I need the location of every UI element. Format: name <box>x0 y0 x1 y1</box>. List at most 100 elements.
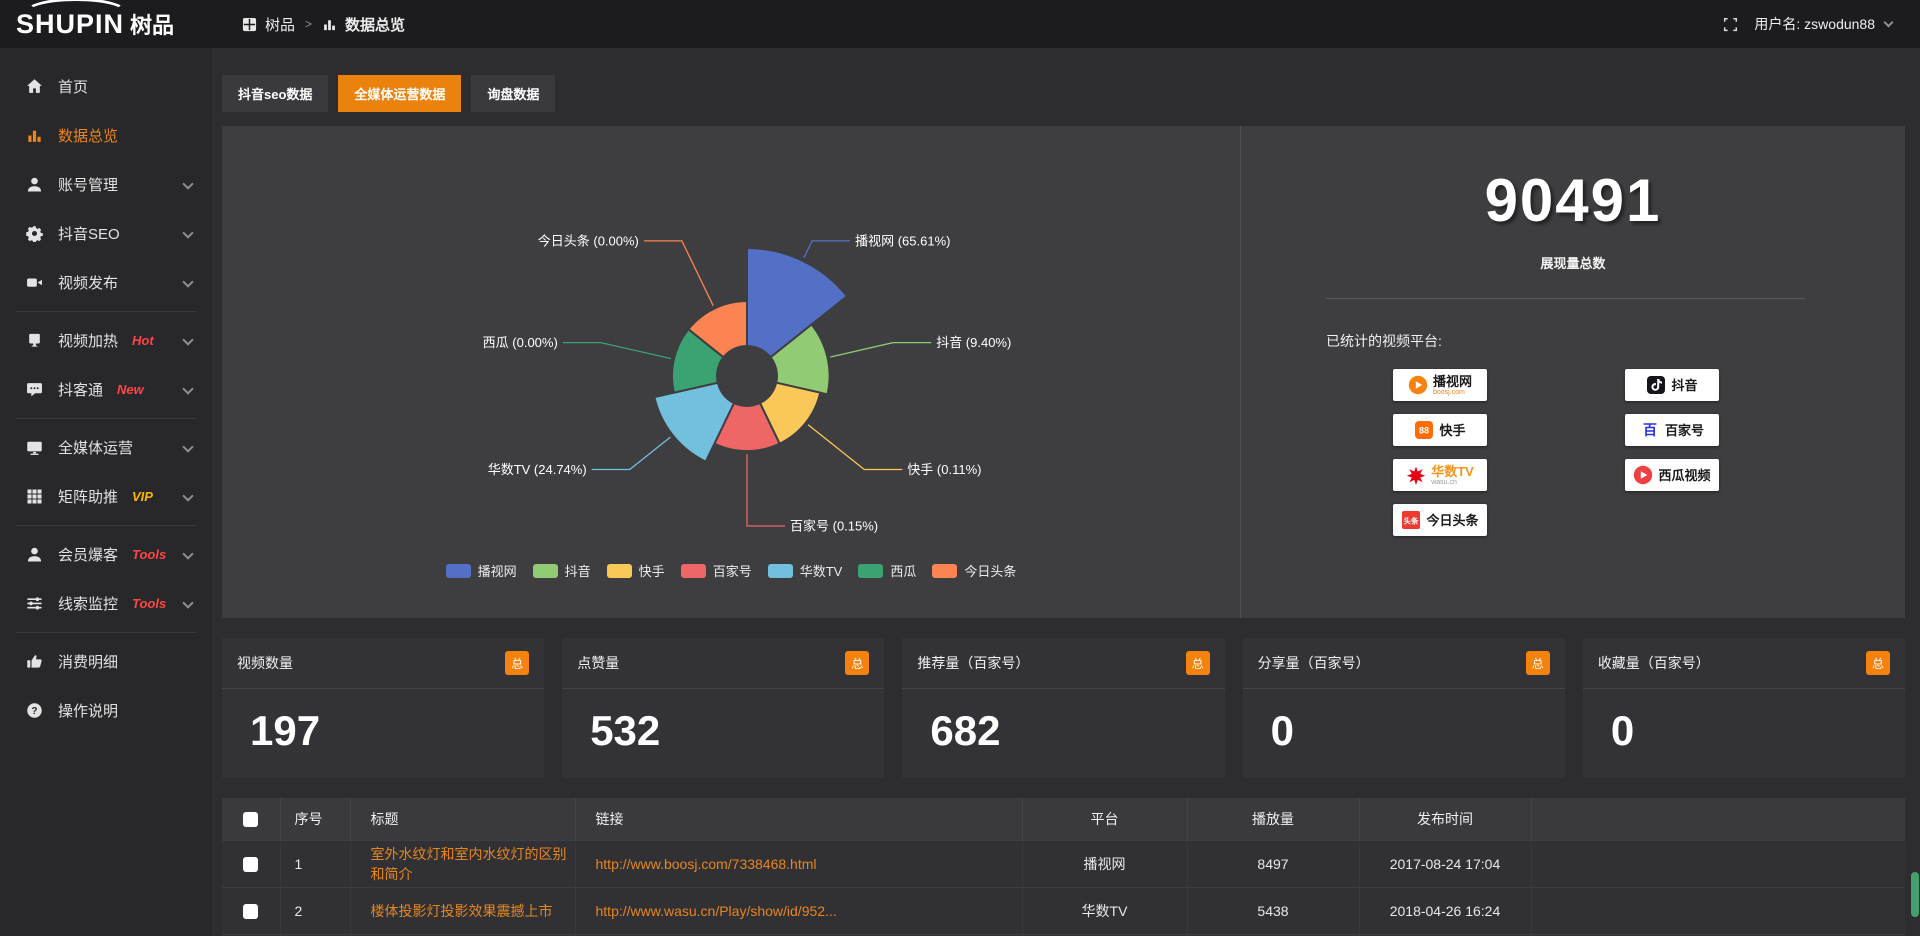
stat-card-3: 分享量（百家号） 总 0 <box>1242 638 1565 778</box>
stat-card-1: 点赞量 总 532 <box>562 638 885 778</box>
legend-item-1[interactable]: 抖音 <box>532 561 591 580</box>
logo-text-cn: 树品 <box>130 13 175 39</box>
chevron-down-icon <box>182 177 194 190</box>
cell-title: 楼体投影灯投影效果震撼上市 <box>350 886 576 934</box>
sidebar-item-account[interactable]: 账号管理 <box>0 160 212 209</box>
legend-label: 抖音 <box>564 564 591 579</box>
total-badge: 总 <box>1185 651 1210 675</box>
pie-label-leader <box>643 240 714 306</box>
platforms-column: 抖音百百家号 西瓜视频 <box>1625 369 1719 536</box>
pie-slice-6[interactable] <box>686 299 748 359</box>
platform-badge-boosj: 播视网 boosj.com <box>1393 369 1487 401</box>
platform-badge-toutiao: 头条 今日头条 <box>1393 504 1487 536</box>
sidebar-item-label: 视频发布 <box>58 275 119 292</box>
pie-label-leader <box>803 240 851 259</box>
pie-label-leader <box>746 454 785 527</box>
pie-slice-1[interactable] <box>769 323 831 396</box>
sidebar-divider <box>16 311 196 312</box>
pie-slice-4[interactable] <box>653 381 736 463</box>
main-content: 抖音seo数据 全媒体运营数据 询盘数据 播视网 (65.61%) 抖音 (9.40%… <box>212 48 1920 936</box>
sidebar-item-member[interactable]: 会员爆客 Tools <box>0 530 212 579</box>
legend-swatch <box>932 563 958 578</box>
header-right: 用户名: zswodun88 <box>1723 14 1920 34</box>
video-link[interactable]: http://www.boosj.com/7338468.html <box>595 855 817 872</box>
sidebar-item-home[interactable]: 首页 <box>0 62 212 111</box>
stat-card-title: 视频数量 <box>237 655 293 671</box>
platform-badge-wasu: 华数TV wasu.cn <box>1393 459 1487 491</box>
legend-swatch <box>606 563 632 578</box>
menu-badge: Hot <box>132 333 154 348</box>
scrollbar-thumb[interactable] <box>1911 872 1919 917</box>
sidebar-item-douketong[interactable]: 抖客通 New <box>0 365 212 414</box>
platform-badge-baijiahao: 百百家号 <box>1625 414 1719 446</box>
platform-badge-douyin: 抖音 <box>1625 369 1719 401</box>
username-label[interactable]: 用户名: zswodun88 <box>1754 16 1875 32</box>
column-header-4: 播放量 <box>1187 798 1360 840</box>
total-badge: 总 <box>1525 651 1550 675</box>
monitor-icon <box>26 439 43 456</box>
svg-text:88: 88 <box>1419 426 1429 436</box>
row-checkbox[interactable] <box>243 856 259 872</box>
tab-douyin-seo-data[interactable]: 抖音seo数据 <box>222 75 329 112</box>
sidebar-item-label: 矩阵助推 <box>58 489 119 506</box>
tab-media-op-data[interactable]: 全媒体运营数据 <box>338 75 462 112</box>
legend-swatch <box>445 563 471 578</box>
platforms-grid: 播视网 boosj.com 88 快手 华数TV wasu.cn 头条 今日头条 抖音百百家号西… <box>1393 369 1905 536</box>
cell-index: 1 <box>280 839 351 887</box>
data-tabs: 抖音seo数据 全媒体运营数据 询盘数据 <box>222 75 1920 112</box>
row-checkbox[interactable] <box>243 903 259 919</box>
svg-text:百: 百 <box>1643 422 1657 438</box>
legend-item-2[interactable]: 快手 <box>606 561 665 580</box>
sidebar-item-heat[interactable]: 视频加热 Hot <box>0 316 212 365</box>
videos-table-wrap: 序号 标题 链接 平台 播放量 发布时间 1 室外水纹灯和室内水纹灯的区别和简介 http:/… <box>222 798 1905 936</box>
pie-slice-0[interactable] <box>746 246 849 359</box>
video-link[interactable]: http://www.wasu.cn/Play/show/id/952... <box>595 902 837 919</box>
cell-link: http://www.wasu.cn/Play/show/id/952... <box>575 886 1023 934</box>
cell-platform: 播视网 <box>1022 839 1188 887</box>
rose-chart-svg: 播视网 (65.61%) 抖音 (9.40%) 快手 (0.11%) 百家号 (0.1… <box>483 233 1012 533</box>
douyin-logo-icon <box>1646 375 1666 395</box>
sidebar-item-help[interactable]: ? 操作说明 <box>0 686 212 735</box>
sidebar-item-clue[interactable]: 线索监控 Tools <box>0 579 212 628</box>
legend-swatch <box>532 563 558 578</box>
pie-label: 播视网 (65.61%) <box>855 233 950 248</box>
total-badge: 总 <box>505 651 530 675</box>
top-header: SHUPIN 树品 树品 > 数据总览 用户名: zswodun88 <box>0 0 1920 48</box>
breadcrumb-root[interactable]: 树品 <box>265 16 296 34</box>
tab-inquiry-data[interactable]: 询盘数据 <box>471 75 556 112</box>
sidebar-item-spend[interactable]: 消费明细 <box>0 637 212 686</box>
cell-time: 2017-08-24 17:04 <box>1359 839 1532 887</box>
sidebar-item-matrix[interactable]: 矩阵助推 VIP <box>0 472 212 521</box>
platform-badge-label: 华数TV <box>1431 463 1474 479</box>
platform-badge-label: 播视网 <box>1432 373 1472 389</box>
column-header-1: 标题 <box>350 798 576 840</box>
fullscreen-icon[interactable] <box>1723 17 1738 32</box>
legend-item-3[interactable]: 百家号 <box>680 561 752 580</box>
table-header-row: 序号 标题 链接 平台 播放量 发布时间 <box>222 798 1905 840</box>
sidebar-item-media[interactable]: 全媒体运营 <box>0 423 212 472</box>
table-row-partial <box>222 933 1905 936</box>
rose-chart: 播视网 (65.61%) 抖音 (9.40%) 快手 (0.11%) 百家号 (0.1… <box>222 126 1240 618</box>
sidebar-item-overview[interactable]: 数据总览 <box>0 111 212 160</box>
pie-label: 快手 (0.11%) <box>907 462 981 477</box>
platform-badge-label: 百家号 <box>1664 422 1704 438</box>
logo-arc <box>24 0 128 28</box>
sidebar-item-publish[interactable]: 视频发布 <box>0 258 212 307</box>
chevron-down-icon <box>182 275 194 288</box>
legend-item-4[interactable]: 华数TV <box>767 561 842 580</box>
baijiahao-logo-icon: 百 <box>1640 420 1660 440</box>
stat-card-title: 分享量（百家号） <box>1257 655 1370 671</box>
legend-item-5[interactable]: 西瓜 <box>858 561 916 580</box>
breadcrumb-current[interactable]: 数据总览 <box>345 16 406 34</box>
stat-cards: 视频数量总 197 点赞量总 532 推荐量（百家号）总 682 分享量（百家号）总 0 收藏量… <box>222 638 1906 778</box>
legend-item-0[interactable]: 播视网 <box>445 561 517 580</box>
sidebar-item-label: 消费明细 <box>58 654 119 671</box>
sidebar-item-douyin-seo[interactable]: 抖音SEO <box>0 209 212 258</box>
legend-item-6[interactable]: 今日头条 <box>932 561 1016 580</box>
legend-label: 西瓜 <box>890 564 917 579</box>
sidebar-item-label: 数据总览 <box>58 128 119 145</box>
select-all-checkbox[interactable] <box>243 812 259 828</box>
wasu-logo-icon <box>1406 465 1426 485</box>
chevron-down-icon[interactable] <box>1883 17 1894 27</box>
sidebar-item-label: 全媒体运营 <box>58 440 134 457</box>
